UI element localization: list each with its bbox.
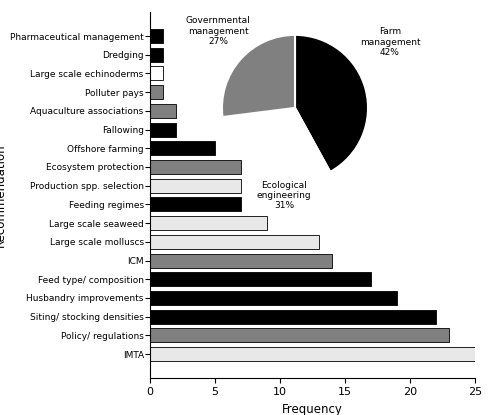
Wedge shape bbox=[295, 35, 368, 172]
Bar bbox=[150, 310, 436, 324]
Y-axis label: Recommendation: Recommendation bbox=[0, 143, 7, 247]
Bar bbox=[150, 29, 163, 43]
Bar bbox=[150, 347, 475, 361]
Bar bbox=[150, 216, 267, 230]
Bar bbox=[150, 254, 332, 268]
Bar bbox=[150, 291, 397, 305]
Bar bbox=[150, 85, 163, 99]
Bar bbox=[150, 48, 163, 62]
Bar bbox=[150, 179, 241, 193]
Bar bbox=[150, 328, 449, 342]
Bar bbox=[150, 66, 163, 81]
Bar bbox=[150, 160, 241, 174]
Bar bbox=[150, 235, 319, 249]
Bar bbox=[150, 272, 371, 286]
Bar bbox=[150, 104, 176, 118]
Text: Farm
management
42%: Farm management 42% bbox=[360, 27, 420, 57]
Wedge shape bbox=[222, 108, 330, 181]
X-axis label: Frequency: Frequency bbox=[282, 403, 343, 415]
Text: Governmental
management
27%: Governmental management 27% bbox=[186, 16, 250, 46]
Wedge shape bbox=[222, 35, 295, 117]
Bar bbox=[150, 198, 241, 211]
Bar bbox=[150, 122, 176, 137]
Text: Ecological
engineering
31%: Ecological engineering 31% bbox=[256, 181, 312, 210]
Bar bbox=[150, 141, 215, 155]
